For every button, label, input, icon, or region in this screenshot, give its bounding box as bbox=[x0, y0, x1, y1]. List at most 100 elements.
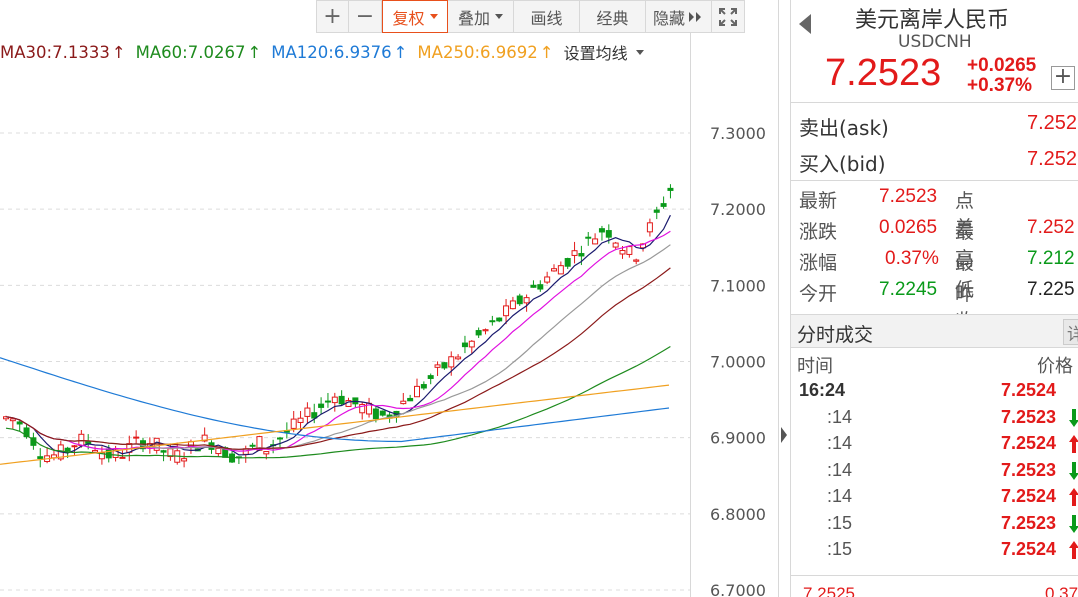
candle bbox=[119, 450, 126, 459]
ma120-value: MA120:6.9376 bbox=[271, 42, 392, 62]
trade-row: :14 7.2523 bbox=[791, 460, 1078, 486]
ask-value: 7.252 bbox=[1027, 112, 1078, 134]
trades-detail-tab[interactable]: 详 bbox=[1063, 319, 1078, 345]
add-watchlist-button[interactable]: + bbox=[1051, 66, 1075, 90]
restore-rights-dropdown[interactable]: 复权 bbox=[382, 0, 448, 33]
trade-price: 7.2524 bbox=[1001, 433, 1057, 453]
down-arrow-icon bbox=[1069, 514, 1078, 533]
trades-header: 分时成交 详 bbox=[791, 314, 1078, 348]
ma20-line bbox=[5, 244, 671, 451]
ma-settings-dropdown[interactable]: 设置均线 bbox=[564, 40, 644, 64]
candle bbox=[626, 245, 633, 258]
divider bbox=[791, 102, 1078, 103]
prev-close-value: 7.225 bbox=[1027, 279, 1075, 300]
price-axis-label: 7.3000 bbox=[710, 124, 766, 143]
candle bbox=[37, 448, 44, 468]
candle bbox=[564, 257, 571, 270]
hide-button[interactable]: 隐藏 bbox=[646, 0, 712, 33]
ma10-line bbox=[5, 230, 671, 452]
ma250-line bbox=[0, 384, 670, 465]
kline-chart[interactable]: 7.3000 7.2000 7.1000 7.0000 6.9000 6.8000 6.70… bbox=[0, 0, 790, 597]
draw-line-button[interactable]: 画线 bbox=[514, 0, 580, 33]
low-value: 7.212 bbox=[1027, 248, 1075, 269]
change-label: 涨跌 bbox=[799, 221, 838, 243]
back-arrow-icon[interactable] bbox=[799, 14, 811, 34]
ma120-legend: MA120:6.9376 ↑ bbox=[271, 43, 407, 62]
candle bbox=[496, 317, 503, 323]
up-arrow-icon: ↑ bbox=[539, 42, 554, 62]
candle bbox=[598, 225, 605, 241]
latest-value: 7.2523 bbox=[879, 186, 938, 207]
candle bbox=[379, 410, 386, 417]
trade-price: 7.2523 bbox=[1001, 459, 1057, 480]
zoom-in-button[interactable]: + bbox=[316, 0, 349, 33]
open-label: 今开 bbox=[799, 283, 838, 305]
trade-price: 7.2524 bbox=[1001, 380, 1057, 400]
trade-price: 7.2523 bbox=[1001, 406, 1057, 427]
bid-label: 买入(bid) bbox=[799, 152, 886, 176]
ma30-value: MA30:7.1333 bbox=[0, 42, 110, 62]
bottom-strip: 7.2525 0.37 bbox=[791, 575, 1078, 597]
candle bbox=[660, 196, 667, 209]
col-header-time: 时间 bbox=[797, 356, 833, 377]
ma-settings-label: 设置均线 bbox=[563, 44, 628, 63]
chevron-down-icon bbox=[635, 49, 644, 55]
candle bbox=[441, 361, 448, 370]
price-axis-label: 7.0000 bbox=[710, 353, 766, 372]
candle bbox=[455, 354, 462, 361]
ma30-line bbox=[5, 267, 671, 450]
stats-row-change: 涨跌 0.0265 最高 7.252 bbox=[799, 217, 1075, 270]
hide-label: 隐藏 bbox=[652, 8, 685, 28]
bid-value: 7.252 bbox=[1027, 148, 1078, 170]
candle bbox=[338, 390, 345, 406]
candle bbox=[297, 411, 304, 431]
ma-legend: MA30:7.1333 ↑ MA60:7.0267 ↑ MA120:6.9376 ↑ … bbox=[0, 40, 644, 64]
candle bbox=[181, 452, 188, 468]
latest-label: 最新 bbox=[799, 190, 838, 212]
trade-price: 7.2523 bbox=[1001, 512, 1057, 533]
ma30-legend: MA30:7.1333 ↑ bbox=[0, 43, 126, 62]
candle bbox=[516, 293, 523, 306]
candle bbox=[633, 258, 640, 265]
panel-collapse-handle[interactable] bbox=[779, 420, 789, 450]
candle bbox=[544, 271, 551, 285]
trade-row: :14 7.2524 bbox=[791, 486, 1078, 512]
candle bbox=[331, 392, 338, 412]
bid-row: 买入(bid) 7.252 bbox=[799, 148, 1078, 177]
candle bbox=[44, 447, 51, 464]
price-axis-label: 7.1000 bbox=[710, 276, 766, 295]
bottom-price: 7.2525 bbox=[803, 584, 855, 597]
overlay-dropdown[interactable]: 叠加 bbox=[448, 0, 514, 33]
expand-icon bbox=[719, 7, 737, 26]
high-value: 7.252 bbox=[1027, 217, 1075, 238]
candle bbox=[304, 402, 311, 424]
classic-button[interactable]: 经典 bbox=[580, 0, 646, 33]
candle bbox=[311, 403, 318, 424]
up-arrow-icon: ↑ bbox=[247, 42, 262, 62]
trades-title: 分时成交 bbox=[797, 324, 874, 346]
candle bbox=[503, 299, 510, 325]
ma60-line bbox=[5, 345, 671, 459]
candle bbox=[557, 261, 564, 275]
candle bbox=[461, 335, 468, 354]
instrument-name: 美元离岸人民币 bbox=[855, 8, 1010, 33]
down-arrow-icon bbox=[1069, 408, 1078, 427]
ma60-legend: MA60:7.0267 ↑ bbox=[136, 43, 262, 62]
trade-time: :14 bbox=[827, 459, 853, 480]
chart-toolbar: + − 复权 叠加 画线 经典 隐藏 bbox=[316, 0, 745, 33]
candle bbox=[133, 430, 140, 444]
divider bbox=[791, 180, 1078, 181]
zoom-out-button[interactable]: − bbox=[349, 0, 382, 33]
candle bbox=[16, 419, 23, 432]
expand-button[interactable] bbox=[712, 0, 745, 33]
price-axis-label: 6.8000 bbox=[710, 505, 766, 524]
trade-time: :14 bbox=[827, 406, 853, 427]
change-percent: +0.37% bbox=[967, 75, 1032, 96]
trade-row: 16:24 7.2524 bbox=[791, 380, 1078, 406]
high-label: 最高 bbox=[955, 222, 975, 270]
change-value: +0.0265 bbox=[967, 55, 1037, 76]
restore-rights-label: 复权 bbox=[392, 8, 425, 28]
candle bbox=[523, 294, 530, 312]
price-axis-label: 6.9000 bbox=[710, 429, 766, 448]
ask-row: 卖出(ask) 7.252 bbox=[799, 112, 1078, 141]
